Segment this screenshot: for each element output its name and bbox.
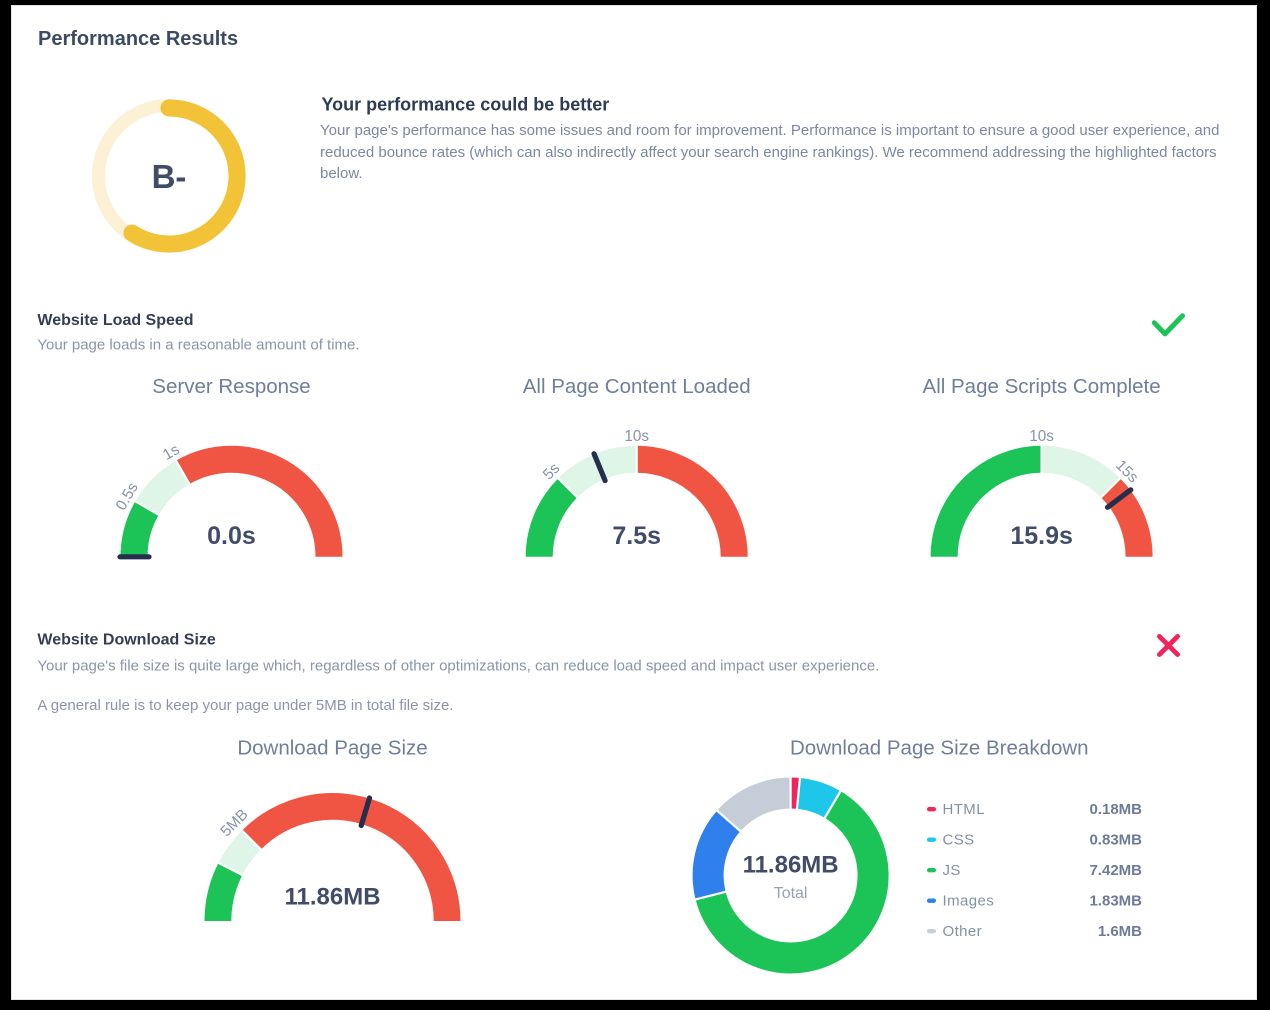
svg-text:15.9s: 15.9s — [1010, 522, 1073, 550]
svg-text:10s: 10s — [624, 428, 649, 445]
svg-text:7.5s: 7.5s — [612, 522, 661, 550]
svg-text:Images: Images — [943, 893, 995, 910]
svg-text:B-: B- — [152, 158, 187, 195]
svg-text:Your page's file size is quite: Your page's file size is quite large whi… — [37, 657, 879, 674]
svg-text:10s: 10s — [1029, 428, 1054, 445]
svg-text:Website Download Size: Website Download Size — [37, 631, 216, 648]
svg-text:Your page loads in a reasonabl: Your page loads in a reasonable amount o… — [37, 337, 359, 354]
svg-text:1.83MB: 1.83MB — [1089, 893, 1142, 910]
svg-text:7.42MB: 7.42MB — [1089, 862, 1142, 879]
svg-text:11.86MB: 11.86MB — [284, 884, 380, 911]
svg-text:JS: JS — [943, 862, 961, 879]
svg-text:Website Load Speed: Website Load Speed — [37, 312, 193, 329]
svg-text:All Page Scripts Complete: All Page Scripts Complete — [923, 375, 1161, 398]
svg-text:0.18MB: 0.18MB — [1089, 801, 1142, 818]
svg-text:A general rule is to keep your: A general rule is to keep your page unde… — [37, 697, 453, 714]
svg-text:Your performance could be bett: Your performance could be better — [322, 95, 610, 115]
svg-text:Download Page Size Breakdown: Download Page Size Breakdown — [790, 737, 1089, 760]
svg-text:1.6MB: 1.6MB — [1098, 923, 1142, 940]
svg-text:All Page Content Loaded: All Page Content Loaded — [523, 375, 751, 398]
svg-text:Other: Other — [943, 923, 983, 940]
svg-text:Server Response: Server Response — [152, 375, 310, 398]
svg-text:HTML: HTML — [943, 801, 985, 818]
svg-text:CSS: CSS — [943, 832, 975, 849]
svg-text:Total: Total — [774, 885, 808, 902]
svg-text:11.86MB: 11.86MB — [743, 852, 839, 879]
svg-text:0.83MB: 0.83MB — [1089, 832, 1142, 849]
svg-text:Download Page Size: Download Page Size — [237, 737, 427, 760]
svg-text:0.0s: 0.0s — [207, 522, 256, 550]
svg-text:1s: 1s — [160, 441, 183, 464]
svg-text:Performance Results: Performance Results — [38, 28, 238, 50]
